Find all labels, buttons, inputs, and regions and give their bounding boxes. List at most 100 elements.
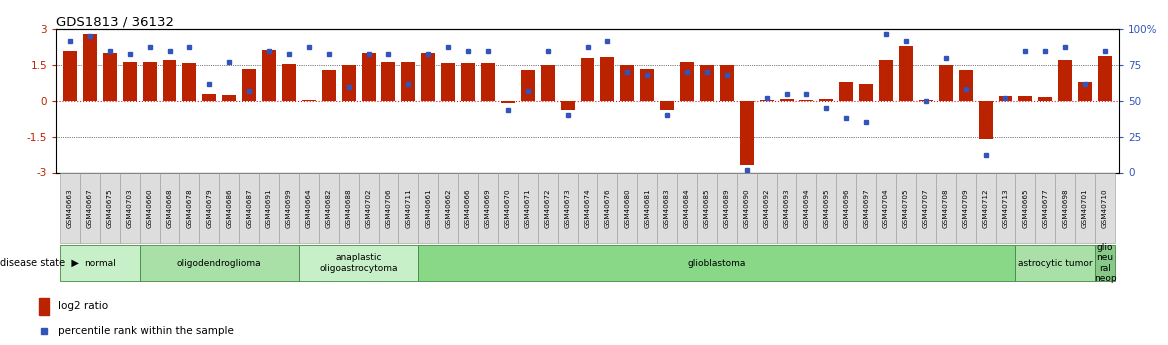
Bar: [182, 63, 196, 101]
Bar: [279, 172, 299, 243]
Bar: [561, 101, 575, 110]
Bar: [979, 101, 993, 139]
Text: GSM40689: GSM40689: [724, 188, 730, 228]
Bar: [60, 172, 79, 243]
Text: oligodendroglioma: oligodendroglioma: [178, 258, 262, 268]
Text: GSM40692: GSM40692: [764, 188, 770, 228]
Text: GSM40664: GSM40664: [306, 188, 312, 228]
Bar: [660, 101, 674, 110]
Text: normal: normal: [84, 258, 116, 268]
Bar: [860, 84, 874, 101]
Bar: [162, 60, 176, 101]
Bar: [202, 94, 216, 101]
Bar: [598, 172, 618, 243]
Bar: [697, 172, 717, 243]
Bar: [759, 100, 773, 101]
Text: GSM40708: GSM40708: [943, 188, 948, 228]
Bar: [319, 172, 339, 243]
Bar: [680, 61, 694, 101]
Bar: [120, 172, 140, 243]
Text: GSM40666: GSM40666: [465, 188, 471, 228]
Bar: [658, 172, 677, 243]
Text: glio
neu
ral
neop: glio neu ral neop: [1093, 243, 1117, 283]
Text: GSM40661: GSM40661: [425, 188, 431, 228]
Text: GSM40701: GSM40701: [1082, 188, 1089, 228]
Text: GSM40712: GSM40712: [982, 188, 988, 228]
Bar: [359, 172, 378, 243]
Text: GSM40699: GSM40699: [286, 188, 292, 228]
Text: GSM40674: GSM40674: [584, 188, 591, 228]
Text: GSM40675: GSM40675: [106, 188, 113, 228]
Text: percentile rank within the sample: percentile rank within the sample: [57, 326, 234, 336]
Bar: [1018, 96, 1033, 101]
Bar: [737, 172, 757, 243]
Bar: [1015, 172, 1035, 243]
Bar: [1035, 172, 1055, 243]
Bar: [1055, 172, 1076, 243]
Bar: [262, 50, 276, 101]
Bar: [876, 172, 896, 243]
Bar: [418, 172, 438, 243]
Bar: [142, 61, 157, 101]
Bar: [402, 61, 416, 101]
Bar: [896, 172, 916, 243]
Bar: [936, 172, 955, 243]
Text: GSM40672: GSM40672: [544, 188, 550, 228]
Text: GSM40667: GSM40667: [86, 188, 93, 228]
Bar: [299, 245, 418, 281]
Text: GSM40684: GSM40684: [684, 188, 690, 228]
Bar: [220, 172, 239, 243]
Bar: [1078, 82, 1092, 101]
Text: GSM40705: GSM40705: [903, 188, 909, 228]
Bar: [481, 63, 495, 101]
Bar: [422, 53, 436, 101]
Bar: [880, 60, 894, 101]
Text: GSM40691: GSM40691: [266, 188, 272, 228]
Bar: [321, 70, 335, 101]
Bar: [856, 172, 876, 243]
Bar: [777, 172, 797, 243]
Bar: [60, 245, 140, 281]
Bar: [1096, 245, 1115, 281]
Bar: [99, 172, 120, 243]
Bar: [580, 58, 595, 101]
Bar: [259, 172, 279, 243]
Bar: [418, 245, 1015, 281]
Bar: [600, 57, 614, 101]
Bar: [1098, 56, 1112, 101]
Text: GSM40670: GSM40670: [505, 188, 510, 228]
Text: GSM40707: GSM40707: [923, 188, 929, 228]
Bar: [398, 172, 418, 243]
Text: GSM40676: GSM40676: [604, 188, 611, 228]
Bar: [797, 172, 816, 243]
Text: GSM40706: GSM40706: [385, 188, 391, 228]
Text: GSM40709: GSM40709: [962, 188, 968, 228]
Bar: [717, 172, 737, 243]
Bar: [820, 99, 833, 101]
Bar: [955, 172, 975, 243]
Text: GSM40678: GSM40678: [187, 188, 193, 228]
Text: disease state  ▶: disease state ▶: [0, 258, 79, 268]
Bar: [242, 69, 256, 101]
Bar: [779, 99, 793, 101]
Bar: [458, 172, 478, 243]
Bar: [1038, 97, 1052, 101]
Text: GSM40694: GSM40694: [804, 188, 809, 228]
Bar: [577, 172, 598, 243]
Bar: [541, 65, 555, 101]
Bar: [1096, 172, 1115, 243]
Bar: [299, 172, 319, 243]
Bar: [517, 172, 537, 243]
Text: GSM40690: GSM40690: [744, 188, 750, 228]
Bar: [339, 172, 359, 243]
Bar: [239, 172, 259, 243]
Bar: [382, 61, 396, 101]
Text: GSM40662: GSM40662: [445, 188, 451, 228]
Text: GSM40696: GSM40696: [843, 188, 849, 228]
Bar: [123, 61, 137, 101]
Bar: [999, 96, 1013, 101]
Bar: [362, 53, 376, 101]
Text: GSM40679: GSM40679: [207, 188, 213, 228]
Bar: [39, 298, 49, 315]
Text: GSM40713: GSM40713: [1002, 188, 1008, 228]
